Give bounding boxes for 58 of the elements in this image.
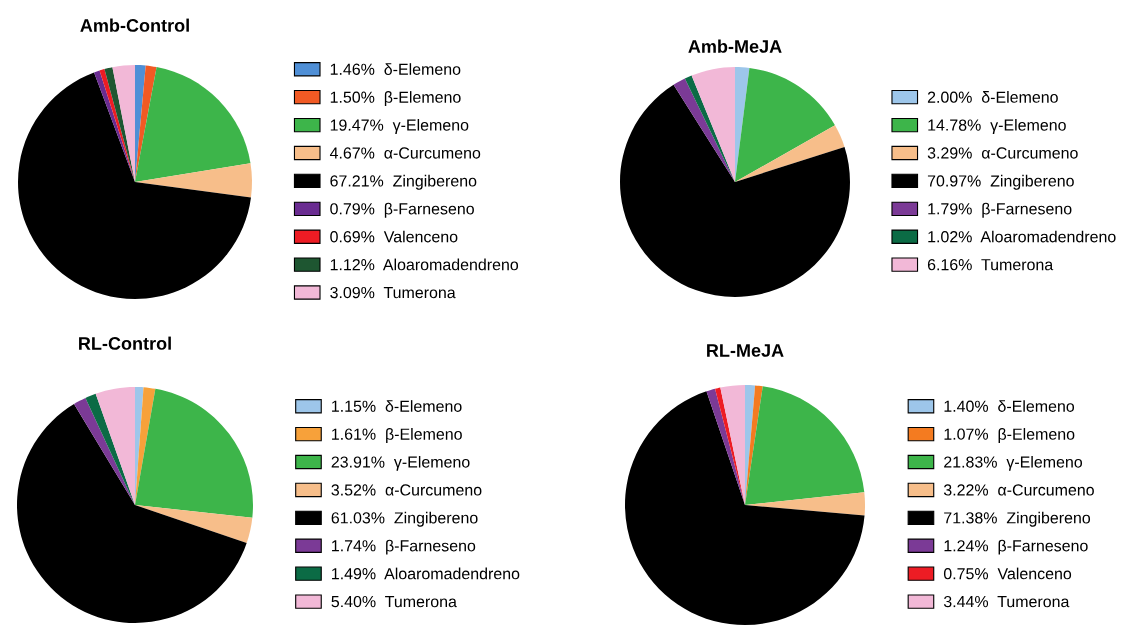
legend-label: 1.02% Aloaromadendreno — [928, 230, 1116, 243]
legend-label: 3.22% α-Curcumeno — [943, 484, 1094, 496]
pie-slice — [17, 403, 247, 623]
legend-label: 0.79% β-Farneseno — [330, 202, 474, 218]
legend-label: 1.12% Aloaromadendreno — [330, 258, 519, 271]
pie-slice — [18, 72, 251, 299]
legend-label: 0.75% Valenceno — [943, 567, 1072, 580]
pie-slice — [745, 386, 865, 505]
legend-label: 3.09% Tumerona — [330, 286, 456, 299]
legend-label: 1.74% β-Farneseno — [332, 539, 476, 555]
legend-label: 1.79% β-Farneseno — [928, 202, 1072, 218]
pie-slice — [135, 387, 156, 505]
legend-label: 1.40% δ-Elemeno — [944, 400, 1075, 412]
pie-slice — [706, 388, 745, 505]
pie-slice — [74, 397, 135, 505]
pie-slice — [135, 163, 252, 198]
pie-slice — [112, 65, 135, 182]
legend-label: 61.03% Zingibereno — [331, 511, 478, 527]
pie-slice — [135, 388, 253, 518]
legend-label: 14.78% γ-Elemeno — [928, 119, 1066, 134]
pie-slice — [95, 387, 135, 505]
legend-label: 6.16% Tumerona — [927, 258, 1054, 271]
chart-title: RL-MeJA — [707, 344, 784, 357]
pie-slice — [745, 385, 763, 505]
pie-slice — [735, 125, 845, 182]
legend-label: 3.44% Tumerona — [943, 595, 1070, 608]
legend-label: 4.67% α-Curcumeno — [329, 147, 481, 159]
legend-label: 21.83% γ-Elemeno — [944, 455, 1083, 471]
legend-label: 1.49% Aloaromadendreno — [332, 567, 520, 580]
pie-slice — [135, 67, 251, 182]
legend-label: 1.61% β-Elemeno — [332, 428, 462, 443]
legend-label: 1.24% β-Farneseno — [944, 539, 1088, 555]
legend-label: 23.91% γ-Elemeno — [331, 455, 470, 471]
legend-label: 71.38% Zingibereno — [944, 511, 1091, 527]
legend-label: 67.21% Zingibereno — [330, 174, 477, 190]
pie-slice — [135, 65, 157, 182]
legend-label: 3.52% α-Curcumeno — [331, 484, 482, 496]
legend-label: 5.40% Tumerona — [331, 595, 457, 608]
legend-label: 19.47% γ-Elemeno — [330, 119, 469, 134]
legend-label: 3.29% α-Curcumeno — [927, 147, 1078, 159]
legend-label: 1.07% β-Elemeno — [944, 428, 1075, 443]
pie-slice — [691, 67, 735, 182]
chart-title: RL-Control — [79, 336, 171, 350]
legend-label: 1.46% δ-Elemeno — [330, 63, 461, 75]
chart-title: Amb-Control — [80, 18, 189, 32]
pie-slice — [625, 391, 865, 625]
legend-label: 70.97% Zingibereno — [927, 174, 1074, 190]
chart-title: Amb-MeJA — [688, 39, 782, 53]
pie-slice — [135, 505, 253, 544]
pie-slice — [85, 393, 135, 505]
legend-label: 2.00% δ-Elemeno — [927, 91, 1058, 103]
pie-slice — [735, 67, 835, 182]
legend-label: 0.69% Valenceno — [330, 230, 458, 243]
pie-slice — [673, 78, 735, 182]
pie-slice — [684, 75, 735, 182]
pie-slice — [620, 84, 850, 297]
legend-label: 1.50% β-Elemeno — [330, 91, 461, 106]
legend-label: 1.15% δ-Elemeno — [332, 400, 462, 412]
